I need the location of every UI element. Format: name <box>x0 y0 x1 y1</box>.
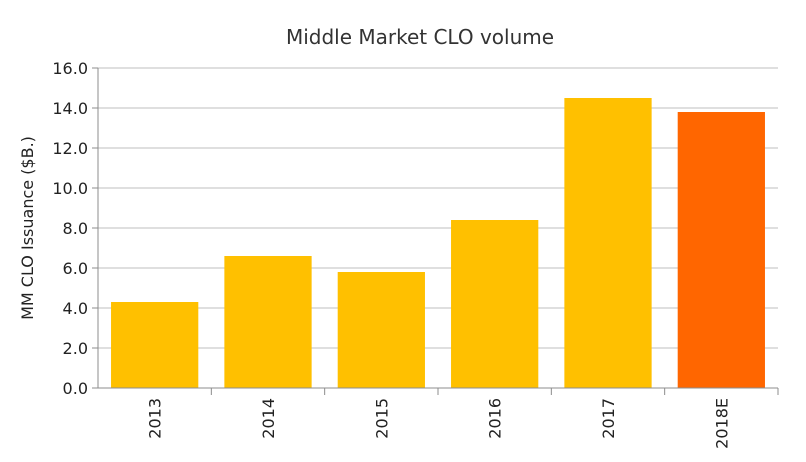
y-tick-label: 0.0 <box>63 379 88 398</box>
x-tick-label: 2015 <box>372 398 391 439</box>
x-tick-label: 2016 <box>486 398 505 439</box>
y-tick-label: 14.0 <box>52 99 88 118</box>
bars <box>111 98 765 388</box>
y-tick-label: 12.0 <box>52 139 88 158</box>
bar-2013 <box>111 302 199 388</box>
bar-2018E <box>677 112 765 388</box>
bar-2015 <box>337 272 425 388</box>
bar-2014 <box>224 256 312 388</box>
y-tick-label: 6.0 <box>63 259 88 278</box>
y-tick-label: 8.0 <box>63 219 88 238</box>
x-tick-label: 2013 <box>146 398 165 439</box>
bar-2016 <box>451 220 539 388</box>
bar-2017 <box>564 98 652 388</box>
x-tick-label: 2014 <box>259 398 278 439</box>
gridlines <box>98 67 778 349</box>
x-tick-label: 2018E <box>712 398 731 449</box>
y-tick-label: 4.0 <box>63 299 88 318</box>
x-tick-label: 2017 <box>599 398 618 439</box>
y-tick-label: 16.0 <box>52 59 88 78</box>
chart-title: Middle Market CLO volume <box>286 25 554 49</box>
x-axis-ticks: 2013 2014 2015 2016 2017 2018E <box>146 388 779 449</box>
y-tick-label: 2.0 <box>63 339 88 358</box>
y-axis-label: MM CLO Issuance ($B.) <box>18 136 37 320</box>
y-axis-ticks: 0.0 2.0 4.0 6.0 8.0 10.0 12.0 14.0 16.0 <box>52 59 98 398</box>
y-tick-label: 10.0 <box>52 179 88 198</box>
